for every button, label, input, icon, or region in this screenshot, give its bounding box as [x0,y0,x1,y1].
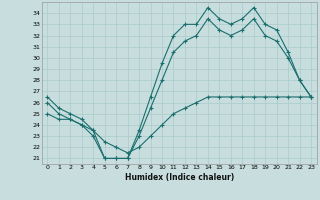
X-axis label: Humidex (Indice chaleur): Humidex (Indice chaleur) [124,173,234,182]
